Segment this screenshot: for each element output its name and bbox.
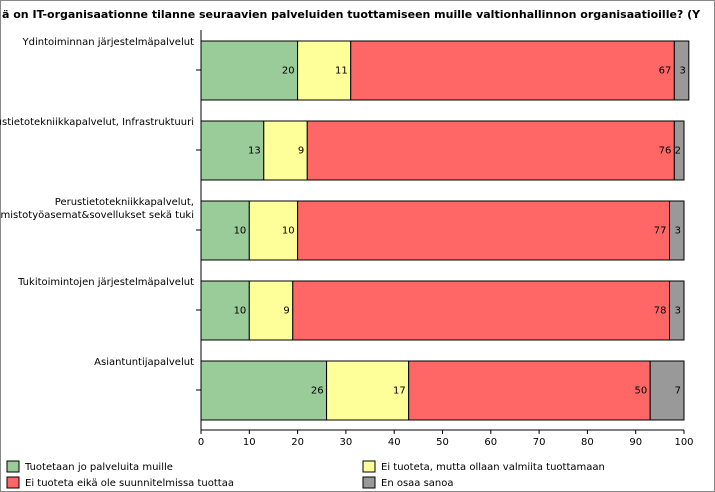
value-label: 2 <box>675 146 681 157</box>
x-tick-label: 40 <box>388 437 401 448</box>
value-label: 10 <box>234 306 247 317</box>
x-tick-label: 50 <box>436 437 449 448</box>
value-label: 3 <box>675 226 681 237</box>
bar-segment <box>649 360 685 421</box>
bar-segment <box>408 360 651 421</box>
x-tick-label: 90 <box>629 437 642 448</box>
value-label: 50 <box>634 386 647 397</box>
category-label: Perustietotekniikkapalvelut, Infrastrukt… <box>0 117 194 128</box>
bar-segment <box>669 280 685 341</box>
bar-segment <box>306 120 675 181</box>
legend-swatch <box>362 476 376 489</box>
bar-segment <box>673 40 690 101</box>
bar-segment <box>292 280 671 341</box>
bar-segment <box>200 280 250 341</box>
x-tick-label: 20 <box>291 437 304 448</box>
value-label: 67 <box>659 66 672 77</box>
x-tick-label: 80 <box>581 437 594 448</box>
legend-swatch <box>362 460 376 473</box>
value-label: 11 <box>335 66 348 77</box>
value-label: 9 <box>283 306 289 317</box>
category-label: Perustietotekniikkapalvelut, <box>55 197 194 208</box>
value-label: 77 <box>654 226 667 237</box>
value-label: 7 <box>675 386 681 397</box>
bar-segment <box>248 200 299 261</box>
bar-segment <box>669 200 685 261</box>
legend-label: En osaa sanoa <box>381 478 454 489</box>
bar-segment <box>297 200 671 261</box>
legend-label: Ei tuoteta eikä ole suunnitelmissa tuott… <box>25 478 234 489</box>
category-label: Tukitoimintojen järjestelmäpalvelut <box>17 277 194 288</box>
value-label: 17 <box>393 386 406 397</box>
value-label: 3 <box>679 66 685 77</box>
bar-segment <box>200 360 328 421</box>
x-tick-label: 60 <box>484 437 497 448</box>
bar-segment <box>673 120 685 181</box>
value-label: 13 <box>248 146 261 157</box>
bar-segment <box>248 280 294 341</box>
value-label: 26 <box>311 386 324 397</box>
legend-label: Ei tuoteta, mutta ollaan valmiita tuotta… <box>381 462 605 473</box>
category-label: Toimistotyöasemat&sovellukset sekä tuki <box>0 210 194 221</box>
legend-swatch <box>6 476 20 489</box>
value-label: 9 <box>298 146 304 157</box>
value-label: 3 <box>675 306 681 317</box>
category-label: Asiantuntijapalvelut <box>94 357 194 368</box>
chart-title: ä on IT-organisaationne tilanne seuraavi… <box>2 8 701 21</box>
bar-segment <box>297 40 352 101</box>
legend-label: Tuotetaan jo palveluita muille <box>24 462 173 473</box>
bar-segment <box>350 40 675 101</box>
x-tick-label: 10 <box>243 437 256 448</box>
value-label: 76 <box>659 146 672 157</box>
value-label: 10 <box>234 226 247 237</box>
value-label: 20 <box>282 66 295 77</box>
bar-segment <box>200 120 265 181</box>
bar-segment <box>326 360 410 421</box>
category-label: Ydintoiminnan järjestelmäpalvelut <box>22 37 195 48</box>
x-tick-label: 30 <box>340 437 353 448</box>
x-tick-label: 0 <box>198 437 204 448</box>
value-label: 10 <box>282 226 295 237</box>
x-tick-label: 100 <box>674 437 693 448</box>
legend-swatch <box>6 460 20 473</box>
value-label: 78 <box>654 306 667 317</box>
x-tick-label: 70 <box>533 437 546 448</box>
